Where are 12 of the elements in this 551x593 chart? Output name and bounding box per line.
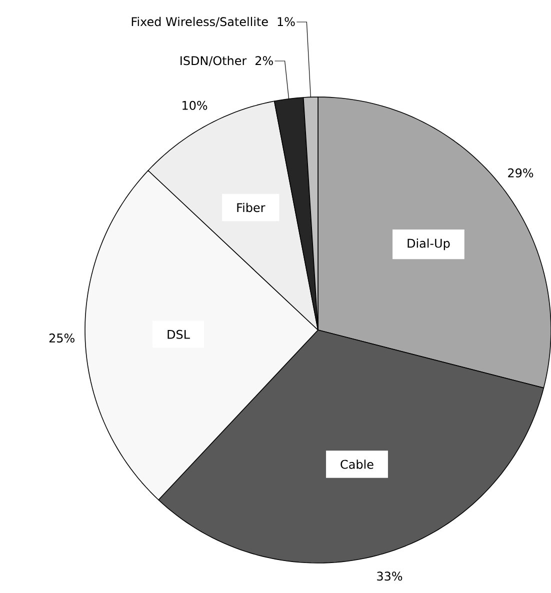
- slice-label: Fixed Wireless/Satellite: [132, 16, 268, 28]
- slice-label: ISDN/Other: [180, 56, 246, 66]
- data-label: 10%: [182, 100, 207, 110]
- data-label: 33%: [376, 572, 402, 581]
- slice-label: DSL: [168, 330, 190, 339]
- data-label: 25%: [49, 334, 74, 343]
- data-label: 29%: [508, 168, 533, 178]
- slice-label: Fiber: [237, 202, 266, 212]
- slice-label: Cable: [340, 460, 374, 469]
- data-label: 1%: [278, 17, 295, 26]
- slice-label: Dial-Up: [408, 238, 450, 250]
- data-label: 2%: [255, 56, 273, 66]
